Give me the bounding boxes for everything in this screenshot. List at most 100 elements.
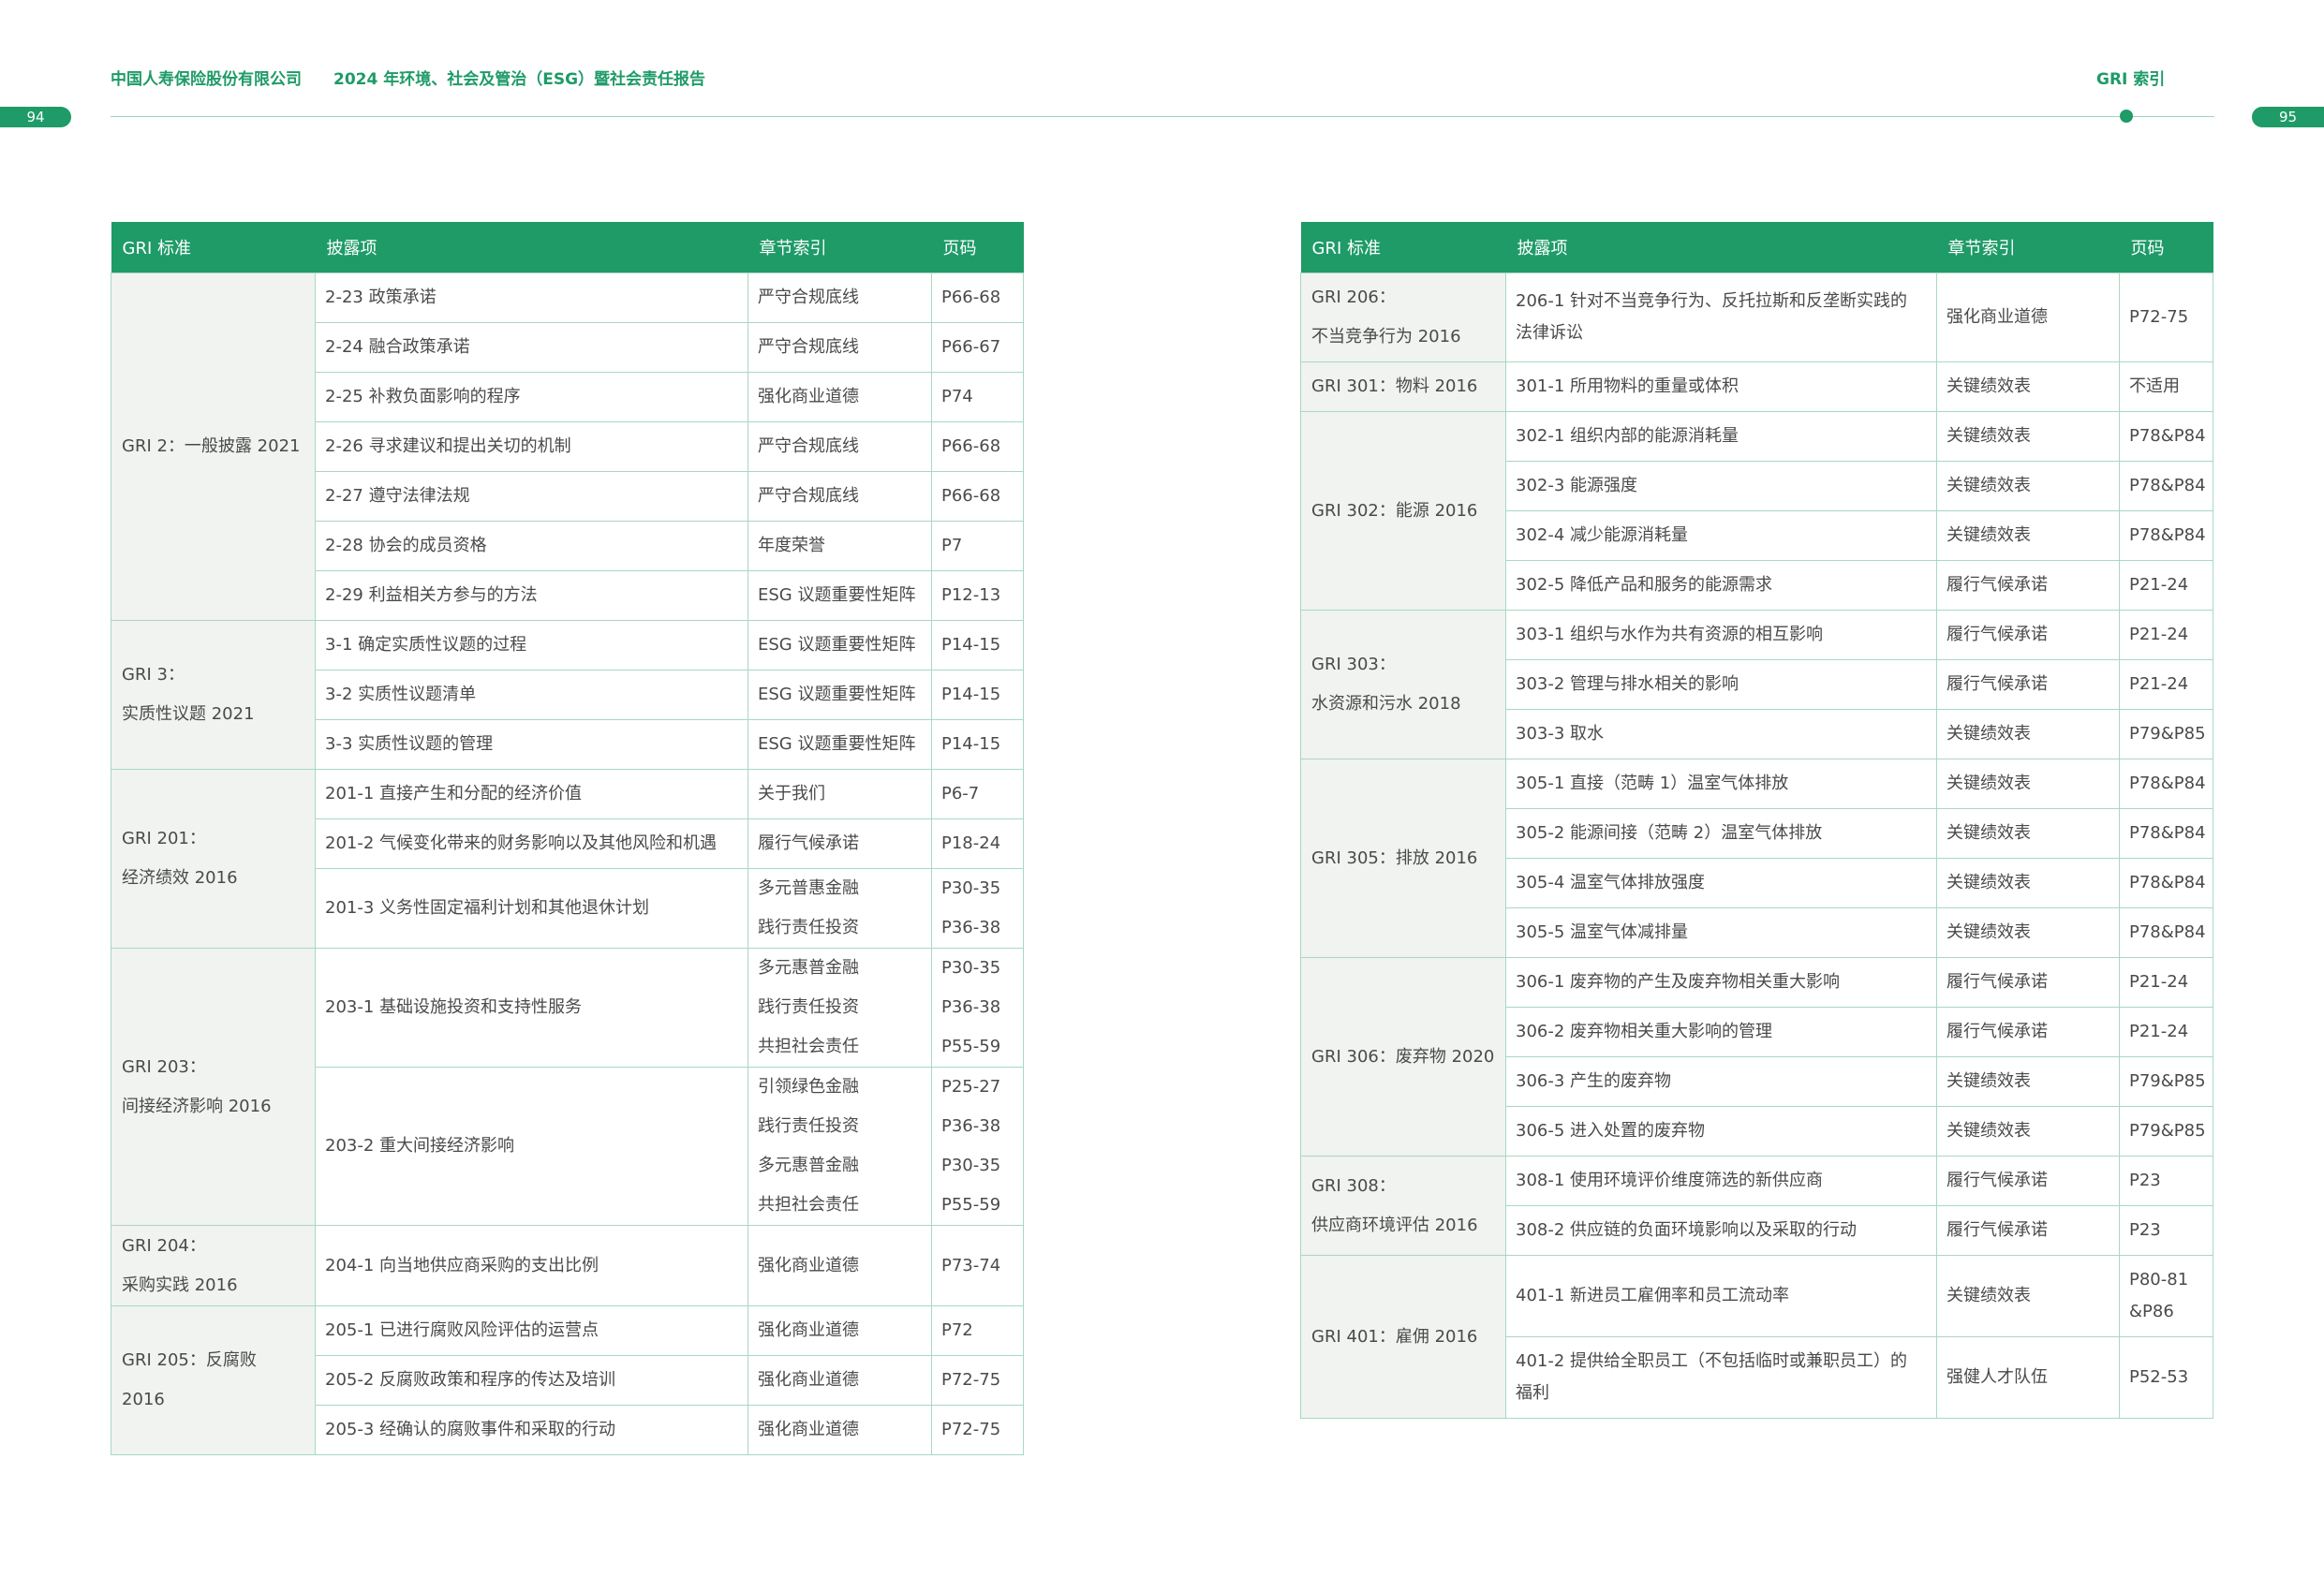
disclosure-cell: 205-2 反腐败政策和程序的传达及培训 <box>315 1355 748 1406</box>
disclosure-cell: 306-1 废弃物的产生及废弃物相关重大影响 <box>1505 957 1937 1008</box>
gri-standard-cell: GRI 206： 不当竞争行为 2016 <box>1300 273 1506 362</box>
table-row: GRI 201： 经济绩效 2016 201-1 直接产生和分配的经济价值 关于… <box>111 769 1024 949</box>
page-cell: P73-74 <box>931 1225 1024 1306</box>
table-row: 2-25 补救负面影响的程序 强化商业道德 P74 <box>111 372 1024 422</box>
page-cell: P23 <box>2119 1156 2213 1206</box>
page-line: &P86 <box>2129 1302 2174 1321</box>
chapter-line: 践行责任投资 <box>758 997 859 1017</box>
table-row: GRI 2：一般披露 2021 2-23 政策承诺 严守合规底线 P66-68 <box>111 273 1024 621</box>
table-row: 306-3 产生的废弃物 关键绩效表 P79&P85 <box>1301 1056 2213 1107</box>
table-row: GRI 301：物料 2016 301-1 所用物料的重量或体积 关键绩效表 不… <box>1300 361 2213 412</box>
disclosure-cell: 401-2 提供给全职员工（不包括临时或兼职员工）的 福利 <box>1505 1336 1937 1419</box>
page-cell: P78&P84 <box>2119 808 2213 859</box>
disclosure-cell: 3-3 实质性议题的管理 <box>315 719 748 770</box>
page-line: P36-38 <box>941 918 1001 937</box>
table-row: 205-3 经确认的腐败事件和采取的行动 强化商业道德 P72-75 <box>111 1405 1024 1455</box>
disclosure-cell: 201-3 义务性固定福利计划和其他退休计划 <box>315 868 748 949</box>
page-cell: P78&P84 <box>2119 759 2213 809</box>
gri-standard-line: 经济绩效 2016 <box>122 868 238 888</box>
table-row: 203-2 重大间接经济影响 引领绿色金融 践行责任投资 多元惠普金融 共担社会… <box>111 1067 1024 1226</box>
page-number-right: 95 <box>2252 107 2324 127</box>
table-row: GRI 206： 不当竞争行为 2016 206-1 针对不当竞争行为、反托拉斯… <box>1300 273 2213 362</box>
page-cell: P23 <box>2119 1205 2213 1256</box>
disclosure-cell: 201-1 直接产生和分配的经济价值 <box>315 769 748 819</box>
disclosure-cell: 303-2 管理与排水相关的影响 <box>1505 659 1937 710</box>
chapter-cell: 关键绩效表 <box>1936 1106 2120 1157</box>
chapter-cell: ESG 议题重要性矩阵 <box>748 670 932 720</box>
page-cell: P80-81 &P86 <box>2119 1255 2213 1337</box>
page-cell: P14-15 <box>931 670 1024 720</box>
chapter-cell: 强化商业道德 <box>1936 273 2120 362</box>
gri-standard-cell: GRI 306：废弃物 2020 <box>1300 957 1506 1157</box>
gri-standard-cell: GRI 205：反腐败 2016 <box>111 1305 316 1455</box>
disclosure-cell: 302-5 降低产品和服务的能源需求 <box>1505 560 1937 611</box>
page-cell: P72-75 <box>931 1355 1024 1406</box>
page-cell: P25-27 P36-38 P30-35 P55-59 <box>931 1067 1024 1226</box>
disclosure-cell: 306-3 产生的废弃物 <box>1505 1056 1937 1107</box>
chapter-cell: 履行气候承诺 <box>748 818 932 869</box>
gri-standard-line: GRI 206： <box>1311 287 1396 307</box>
table-row: 3-3 实质性议题的管理 ESG 议题重要性矩阵 P14-15 <box>111 719 1024 770</box>
chapter-cell: 关键绩效表 <box>1936 907 2120 958</box>
chapter-cell: ESG 议题重要性矩阵 <box>748 719 932 770</box>
table-row: 2-28 协会的成员资格 年度荣誉 P7 <box>111 521 1024 571</box>
page-line: P25-27 <box>941 1077 1001 1097</box>
disclosure-cell: 3-1 确定实质性议题的过程 <box>315 620 748 671</box>
page-cell: P52-53 <box>2119 1336 2213 1419</box>
disclosure-cell: 308-1 使用环境评价维度筛选的新供应商 <box>1505 1156 1937 1206</box>
page-cell: P21-24 <box>2119 659 2213 710</box>
chapter-line: 践行责任投资 <box>758 1116 859 1136</box>
chapter-cell: 关键绩效表 <box>1936 361 2120 412</box>
report-title: 2024 年环境、社会及管治（ESG）暨社会责任报告 <box>333 70 706 89</box>
disclosure-cell: 302-3 能源强度 <box>1505 461 1937 511</box>
gri-standard-cell: GRI 301：物料 2016 <box>1300 361 1506 412</box>
col-header-disclosure: 披露项 <box>315 222 748 273</box>
disclosure-cell: 2-23 政策承诺 <box>315 273 748 323</box>
gri-standard-cell: GRI 203： 间接经济影响 2016 <box>111 948 316 1226</box>
page-cell: P79&P85 <box>2119 1106 2213 1157</box>
table-row: 306-2 废弃物相关重大影响的管理 履行气候承诺 P21-24 <box>1301 1007 2213 1057</box>
disclosure-cell: 308-2 供应链的负面环境影响以及采取的行动 <box>1505 1205 1937 1256</box>
gri-standard-line: GRI 203： <box>122 1056 206 1077</box>
gri-standard-cell: GRI 204： 采购实践 2016 <box>111 1225 316 1306</box>
table-row: 306-5 进入处置的废弃物 关键绩效表 P79&P85 <box>1301 1106 2213 1157</box>
page-cell: P21-24 <box>2119 1007 2213 1057</box>
gri-standard-cell: GRI 303： 水资源和污水 2018 <box>1300 610 1506 759</box>
page-cell: P21-24 <box>2119 560 2213 611</box>
disclosure-cell: 303-1 组织与水作为共有资源的相互影响 <box>1505 610 1937 660</box>
disclosure-cell: 3-2 实质性议题清单 <box>315 670 748 720</box>
gri-standard-cell: GRI 401：雇佣 2016 <box>1300 1255 1506 1419</box>
page-cell: P18-24 <box>931 818 1024 869</box>
chapter-cell: 关键绩效表 <box>1936 411 2120 462</box>
page-number-left: 94 <box>0 107 71 127</box>
chapter-line: 多元惠普金融 <box>758 1156 859 1175</box>
chapter-cell: 关键绩效表 <box>1936 510 2120 561</box>
disclosure-line: 福利 <box>1516 1383 1549 1403</box>
disclosure-cell: 306-5 进入处置的废弃物 <box>1505 1106 1937 1157</box>
header-divider <box>111 116 2214 117</box>
table-row: 3-2 实质性议题清单 ESG 议题重要性矩阵 P14-15 <box>111 670 1024 720</box>
table-row: 201-2 气候变化带来的财务影响以及其他风险和机遇 履行气候承诺 P18-24 <box>111 818 1024 869</box>
chapter-cell: 强化商业道德 <box>748 372 932 422</box>
chapter-line: 共担社会责任 <box>758 1195 859 1215</box>
disclosure-line: 401-2 提供给全职员工（不包括临时或兼职员工）的 <box>1516 1351 1908 1371</box>
table-row: GRI 305：排放 2016 305-1 直接（范畴 1）温室气体排放 关键绩… <box>1300 759 2213 958</box>
disclosure-cell: 2-25 补救负面影响的程序 <box>315 372 748 422</box>
table-row: 302-3 能源强度 关键绩效表 P78&P84 <box>1301 461 2213 511</box>
chapter-cell: 强化商业道德 <box>748 1405 932 1455</box>
page-cell: P79&P85 <box>2119 709 2213 759</box>
table-row: 2-29 利益相关方参与的方法 ESG 议题重要性矩阵 P12-13 <box>111 570 1024 621</box>
col-header-chapter: 章节索引 <box>748 222 932 273</box>
gri-index-table-right: GRI 标准 披露项 章节索引 页码 GRI 206： 不当竞争行为 2016 … <box>1300 222 2213 1419</box>
page-cell: P78&P84 <box>2119 510 2213 561</box>
page-cell: P72-75 <box>931 1405 1024 1455</box>
disclosure-cell: 2-26 寻求建议和提出关切的机制 <box>315 421 748 472</box>
chapter-cell: 严守合规底线 <box>748 273 932 323</box>
disclosure-cell: 206-1 针对不当竞争行为、反托拉斯和反垄断实践的 法律诉讼 <box>1505 273 1937 362</box>
table-row: 302-4 减少能源消耗量 关键绩效表 P78&P84 <box>1301 510 2213 561</box>
chapter-cell: 关键绩效表 <box>1936 709 2120 759</box>
col-header-standard: GRI 标准 <box>1300 222 1506 273</box>
page-line: P80-81 <box>2129 1270 2189 1290</box>
table-row: 2-26 寻求建议和提出关切的机制 严守合规底线 P66-68 <box>111 421 1024 472</box>
table-row: GRI 205：反腐败 2016 205-1 已进行腐败风险评估的运营点 强化商… <box>111 1305 1024 1455</box>
